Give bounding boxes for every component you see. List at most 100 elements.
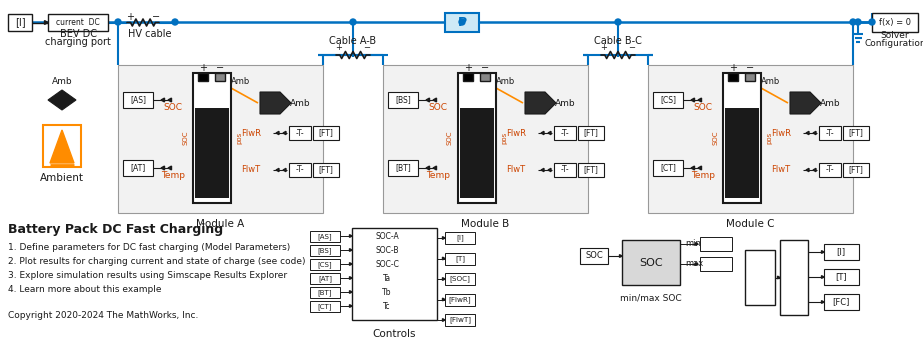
Bar — [310, 259, 340, 270]
Bar — [445, 314, 475, 326]
Circle shape — [115, 19, 121, 25]
Polygon shape — [696, 243, 698, 245]
Polygon shape — [433, 98, 437, 102]
Bar — [289, 163, 311, 177]
Bar — [653, 92, 683, 108]
Text: Tc: Tc — [383, 302, 390, 311]
Text: Temp: Temp — [161, 171, 185, 179]
Bar — [123, 92, 153, 108]
Text: f(x) = 0: f(x) = 0 — [879, 18, 911, 27]
Text: max: max — [685, 260, 703, 268]
Text: −: − — [152, 12, 160, 22]
Text: −: − — [629, 43, 636, 52]
Polygon shape — [806, 168, 809, 172]
Bar — [193, 73, 231, 203]
Polygon shape — [48, 90, 76, 110]
Bar — [313, 126, 339, 140]
Bar — [48, 14, 108, 31]
Text: min/max SOC: min/max SOC — [620, 293, 682, 303]
Text: [FC]: [FC] — [833, 298, 850, 307]
Bar — [824, 294, 859, 310]
Circle shape — [172, 19, 178, 25]
Text: charging port: charging port — [45, 37, 111, 47]
Text: [I]: [I] — [836, 247, 845, 257]
Polygon shape — [350, 248, 352, 251]
Text: [T]: [T] — [455, 255, 465, 262]
Bar — [578, 126, 604, 140]
Text: [CS]: [CS] — [660, 95, 676, 105]
Bar — [8, 14, 32, 31]
Polygon shape — [698, 98, 701, 102]
Text: [CS]: [CS] — [318, 261, 332, 268]
Polygon shape — [821, 251, 824, 253]
Text: Temp: Temp — [426, 171, 450, 179]
Text: [CT]: [CT] — [318, 303, 332, 310]
Text: current  DC: current DC — [56, 18, 100, 27]
Polygon shape — [548, 168, 551, 172]
Text: [AT]: [AT] — [318, 275, 332, 282]
Text: [FlwR]: [FlwR] — [449, 296, 472, 303]
Polygon shape — [442, 237, 445, 239]
Text: [SOC]: [SOC] — [450, 276, 471, 282]
Text: SOC: SOC — [428, 103, 448, 111]
Polygon shape — [44, 21, 48, 25]
Text: Solver: Solver — [881, 31, 909, 41]
Polygon shape — [350, 263, 352, 265]
Text: [CT]: [CT] — [660, 163, 676, 173]
Text: -T-: -T- — [560, 166, 569, 174]
Polygon shape — [161, 98, 164, 102]
Text: +: + — [336, 43, 342, 52]
Bar — [480, 73, 490, 81]
Polygon shape — [350, 290, 352, 293]
Polygon shape — [350, 235, 352, 237]
Polygon shape — [276, 168, 279, 172]
Polygon shape — [548, 131, 551, 135]
Bar — [445, 273, 475, 285]
Text: [BS]: [BS] — [395, 95, 411, 105]
Text: Module A: Module A — [197, 219, 245, 229]
Bar — [578, 163, 604, 177]
Text: Amb: Amb — [232, 77, 251, 85]
Text: -T-: -T- — [295, 129, 305, 137]
Bar — [289, 126, 311, 140]
Bar — [745, 250, 775, 305]
Text: pos: pos — [501, 132, 507, 144]
Polygon shape — [50, 130, 74, 163]
Circle shape — [615, 19, 621, 25]
Polygon shape — [442, 257, 445, 260]
Text: SOC-A: SOC-A — [375, 232, 399, 241]
Text: [BT]: [BT] — [395, 163, 411, 173]
Polygon shape — [691, 166, 694, 170]
Polygon shape — [161, 166, 164, 170]
Text: Ambient: Ambient — [40, 173, 84, 183]
Polygon shape — [813, 131, 816, 135]
Polygon shape — [525, 92, 556, 114]
Bar — [653, 160, 683, 176]
Polygon shape — [350, 305, 352, 307]
Text: SOC: SOC — [163, 103, 183, 111]
Polygon shape — [696, 263, 698, 265]
Bar — [824, 269, 859, 285]
Polygon shape — [442, 319, 445, 321]
Text: [FT]: [FT] — [318, 129, 333, 137]
Text: Configuration: Configuration — [864, 40, 923, 48]
Text: Cable A-B: Cable A-B — [330, 36, 377, 46]
Bar — [460, 108, 494, 198]
Bar — [118, 65, 323, 213]
Bar — [580, 248, 608, 264]
Bar — [388, 92, 418, 108]
Polygon shape — [813, 168, 816, 172]
Bar — [445, 13, 479, 32]
Polygon shape — [276, 131, 279, 135]
Text: Controls: Controls — [373, 329, 416, 339]
Bar — [745, 73, 755, 81]
Bar — [383, 65, 588, 213]
Text: 3. Explore simulation results using Simscape Results Explorer: 3. Explore simulation results using Sims… — [8, 272, 287, 281]
Text: Amb: Amb — [555, 99, 575, 108]
Polygon shape — [283, 168, 286, 172]
Polygon shape — [350, 277, 352, 279]
Text: min: min — [685, 240, 701, 248]
Text: [T]: [T] — [835, 272, 846, 282]
Polygon shape — [777, 276, 780, 279]
Polygon shape — [442, 278, 445, 281]
